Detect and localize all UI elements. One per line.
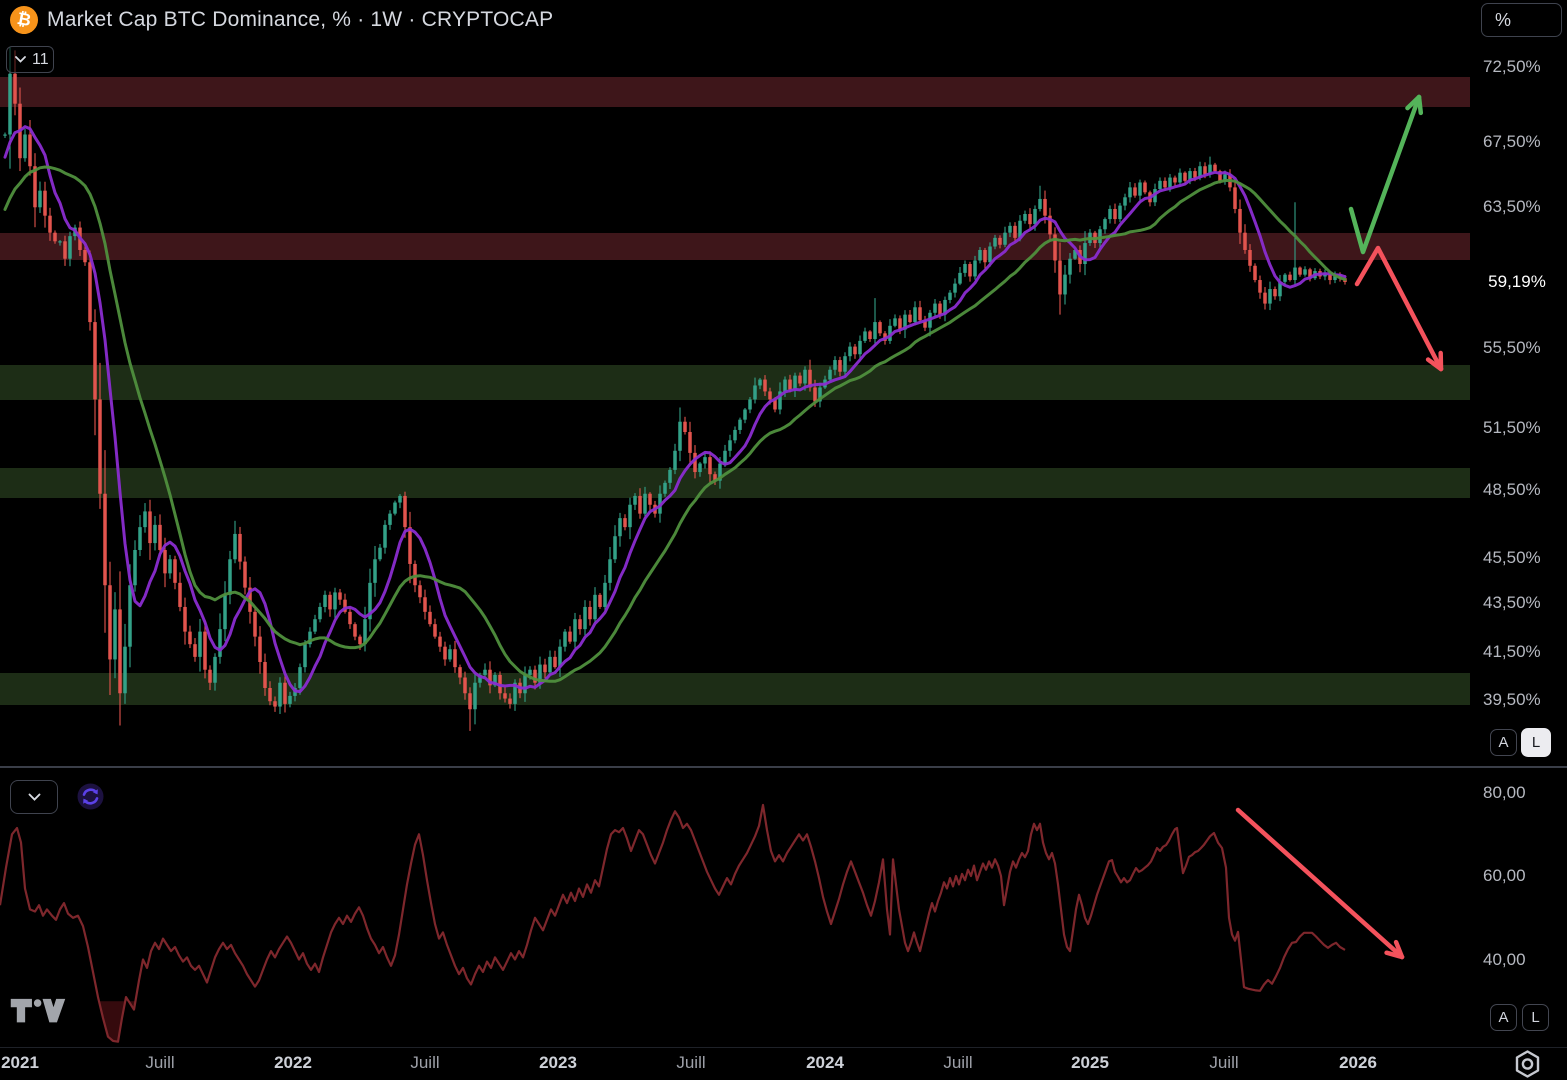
log-scale-label: L (1531, 734, 1541, 751)
indicators-count: 11 (32, 50, 49, 68)
price-axis-mode-button[interactable]: % (1481, 3, 1562, 37)
price-axis-label: 67,50% (1483, 132, 1541, 151)
time-axis-divider (0, 1047, 1567, 1048)
percent-mode-label: % (1495, 9, 1512, 30)
price-axis-label: 72,50% (1483, 57, 1541, 76)
indicators-collapse-button[interactable]: 11 (6, 46, 54, 73)
log-scale-button[interactable]: L (1521, 728, 1551, 757)
chevron-down-icon (28, 793, 40, 801)
indicator-auto-label: A (1498, 1009, 1509, 1026)
chevron-down-icon (15, 56, 26, 63)
time-axis-label: Juill (145, 1053, 175, 1072)
symbol-title-row: ₿ Market Cap BTC Dominance, % · 1W · CRY… (7, 3, 554, 37)
time-axis-label: 2024 (806, 1053, 844, 1072)
indicator-axis-label: 40,00 (1483, 950, 1526, 969)
time-axis-label: 2025 (1071, 1053, 1109, 1072)
price-axis-label: 39,50% (1483, 690, 1541, 709)
indicator-collapse-button[interactable] (10, 780, 58, 814)
pane-divider[interactable] (0, 766, 1567, 768)
time-axis-label: 2021 (1, 1053, 39, 1072)
indicator-log-label: L (1531, 1009, 1540, 1026)
indicator-refresh-icon[interactable] (77, 783, 104, 810)
price-axis-label: 41,50% (1483, 642, 1541, 661)
price-axis-label: 43,50% (1483, 593, 1541, 612)
time-axis-label: Juill (943, 1053, 973, 1072)
auto-scale-label: A (1498, 734, 1509, 751)
indicator-auto-scale-button[interactable]: A (1490, 1004, 1517, 1031)
gear-icon[interactable] (1511, 1049, 1544, 1079)
indicator-axis-label: 80,00 (1483, 783, 1526, 802)
symbol-title[interactable]: Market Cap BTC Dominance, % · 1W · CRYPT… (47, 8, 554, 31)
indicator-log-scale-button[interactable]: L (1522, 1004, 1549, 1031)
last-price-badge: 59,19% (1474, 268, 1560, 295)
time-axis-label: 2026 (1339, 1053, 1377, 1072)
tradingview-logo[interactable] (10, 994, 66, 1028)
chart-canvas[interactable] (0, 0, 1470, 1048)
time-axis-label: 2022 (274, 1053, 312, 1072)
last-price-value: 59,19% (1488, 271, 1546, 291)
time-axis-label: Juill (676, 1053, 706, 1072)
auto-scale-button[interactable]: A (1490, 729, 1517, 756)
bitcoin-icon: ₿ (7, 3, 41, 37)
indicator-axis-label: 60,00 (1483, 866, 1526, 885)
price-axis-label: 51,50% (1483, 418, 1541, 437)
price-axis-label: 63,50% (1483, 197, 1541, 216)
time-axis-label: 2023 (539, 1053, 577, 1072)
time-axis-label: Juill (1209, 1053, 1239, 1072)
time-axis-label: Juill (410, 1053, 440, 1072)
price-axis-label: 55,50% (1483, 338, 1541, 357)
price-axis-label: 45,50% (1483, 548, 1541, 567)
price-axis-label: 48,50% (1483, 480, 1541, 499)
